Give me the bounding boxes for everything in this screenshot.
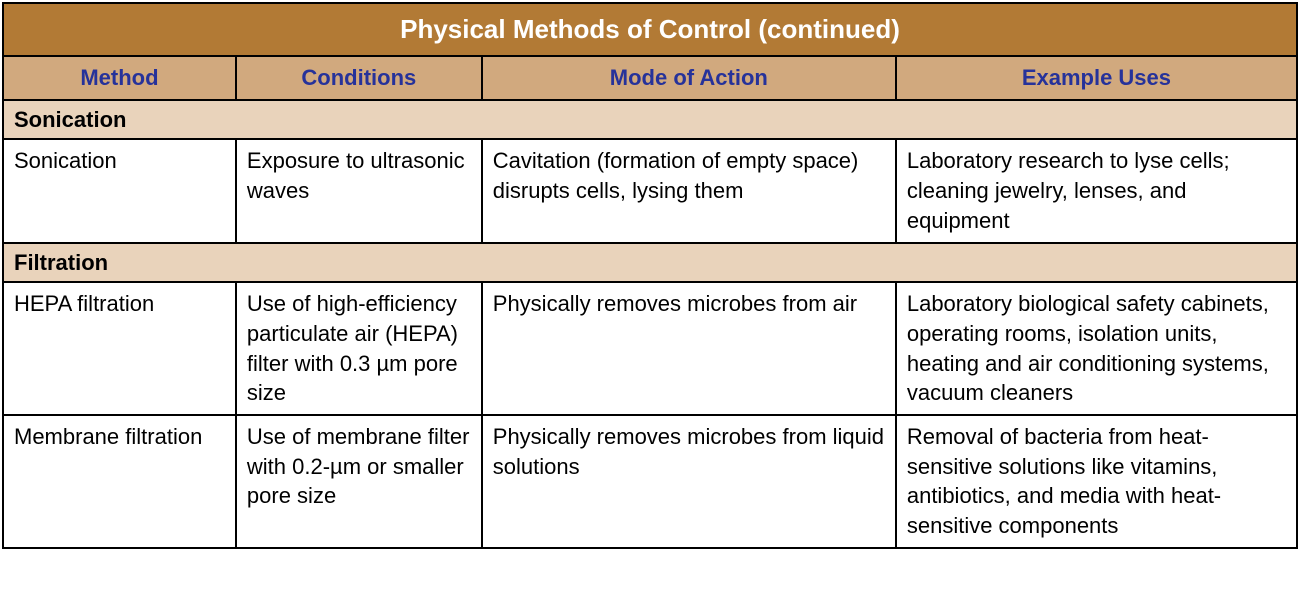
cell-mode: Cavitation (formation of empty space) di… bbox=[482, 139, 896, 242]
cell-mode: Physically removes microbes from air bbox=[482, 282, 896, 415]
section-label: Filtration bbox=[3, 243, 1297, 283]
table-title: Physical Methods of Control (continued) bbox=[3, 3, 1297, 56]
physical-methods-table: Physical Methods of Control (continued) … bbox=[2, 2, 1298, 549]
cell-uses: Laboratory biological safety cabinets, o… bbox=[896, 282, 1297, 415]
col-header-uses: Example Uses bbox=[896, 56, 1297, 100]
col-header-mode: Mode of Action bbox=[482, 56, 896, 100]
cell-conditions: Use of membrane filter with 0.2-µm or sm… bbox=[236, 415, 482, 548]
cell-method: HEPA filtration bbox=[3, 282, 236, 415]
cell-uses: Removal of bacteria from heat-sensitive … bbox=[896, 415, 1297, 548]
col-header-conditions: Conditions bbox=[236, 56, 482, 100]
table-row: Sonication Exposure to ultrasonic waves … bbox=[3, 139, 1297, 242]
column-header-row: Method Conditions Mode of Action Example… bbox=[3, 56, 1297, 100]
section-row: Filtration bbox=[3, 243, 1297, 283]
cell-method: Membrane filtration bbox=[3, 415, 236, 548]
col-header-method: Method bbox=[3, 56, 236, 100]
title-row: Physical Methods of Control (continued) bbox=[3, 3, 1297, 56]
section-label: Sonication bbox=[3, 100, 1297, 140]
table-row: Membrane filtration Use of membrane filt… bbox=[3, 415, 1297, 548]
table-container: Physical Methods of Control (continued) … bbox=[0, 0, 1300, 551]
cell-uses: Laboratory research to lyse cells; clean… bbox=[896, 139, 1297, 242]
cell-method: Sonication bbox=[3, 139, 236, 242]
section-row: Sonication bbox=[3, 100, 1297, 140]
cell-mode: Physically removes microbes from liquid … bbox=[482, 415, 896, 548]
cell-conditions: Exposure to ultrasonic waves bbox=[236, 139, 482, 242]
cell-conditions: Use of high-efficiency particulate air (… bbox=[236, 282, 482, 415]
table-row: HEPA filtration Use of high-efficiency p… bbox=[3, 282, 1297, 415]
